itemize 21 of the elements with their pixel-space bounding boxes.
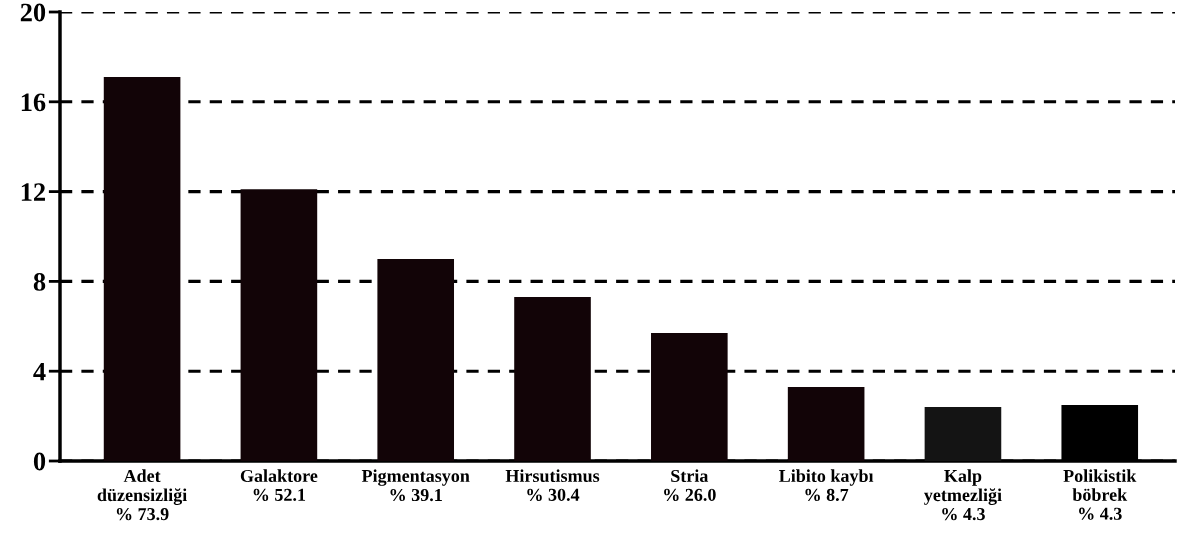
y-tick-label: 8 — [33, 273, 46, 291]
x-tick-label: Kalp yetmezliği % 4.3 — [924, 469, 1002, 521]
bar — [924, 407, 1002, 461]
y-tick-label: 4 — [33, 362, 46, 381]
bar — [240, 189, 318, 461]
bar — [377, 258, 455, 461]
x-tick-label: Libito kaybı % 8.7 — [779, 469, 874, 502]
x-tick-label: Stria % 26.0 — [664, 469, 716, 501]
x-tick-label: Pigmentasyon % 39.1 — [361, 469, 470, 502]
bar — [103, 77, 181, 461]
x-tick-label: Polikistik böbrek % 4.3 — [1063, 469, 1137, 520]
y-tick-label: 20 — [20, 3, 46, 22]
y-tick-label: 0 — [33, 452, 46, 471]
bar — [514, 297, 591, 461]
y-tick-label: 16 — [21, 93, 46, 112]
bar — [787, 386, 865, 461]
x-tick-label: Adet düzensizliği % 73.9 — [97, 469, 187, 521]
x-tick-label: Hirsutismus % 30.4 — [505, 469, 600, 501]
x-tick-label: Galaktore % 52.1 — [240, 469, 318, 501]
bar — [651, 333, 728, 461]
y-tick-label: 12 — [21, 183, 45, 201]
